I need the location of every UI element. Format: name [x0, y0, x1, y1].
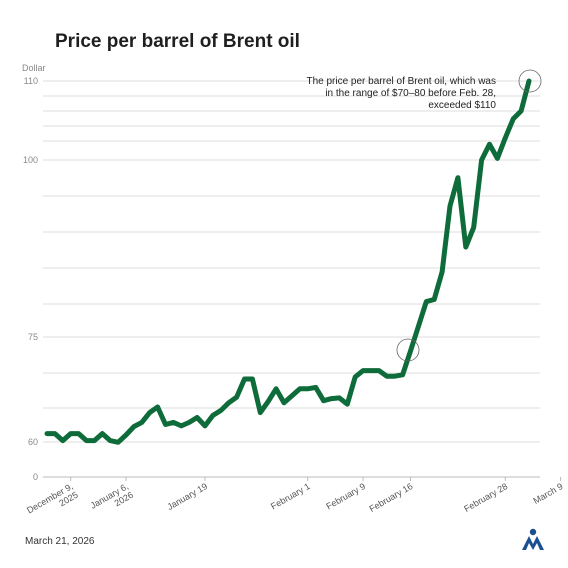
y-axis-ticks: 0 60 75 100 110 — [23, 76, 38, 482]
x-tick-label: February 9 — [324, 481, 367, 511]
chart-annotation: The price per barrel of Brent oil, which… — [306, 76, 496, 111]
highlight-circle — [396, 338, 420, 362]
x-tick-label: February 1 — [269, 481, 312, 511]
chart-title: Price per barrel of Brent oil — [55, 31, 300, 52]
x-tick-label: December 9,2025 — [25, 481, 80, 524]
x-tick-label: January 19 — [165, 481, 209, 512]
y-axis-unit-label: Dollar — [22, 63, 46, 73]
x-tick-label: March 9 — [531, 481, 564, 506]
y-tick-label: 100 — [23, 155, 38, 165]
brent-price-line — [44, 78, 532, 445]
y-tick-label: 0 — [33, 472, 38, 482]
x-tick-label: February 28 — [462, 481, 509, 514]
x-tick-label: February 16 — [367, 481, 414, 514]
x-tick-label: January 6,2026 — [89, 481, 135, 519]
series-layer — [44, 78, 532, 445]
x-axis-ticks: December 9,2025 January 6,2026 January 19 F… — [25, 477, 565, 524]
aa-logo-icon — [522, 528, 544, 550]
y-tick-label: 75 — [28, 332, 38, 342]
highlight-circle — [518, 69, 542, 93]
date-stamp: March 21, 2026 — [25, 536, 95, 547]
grid-lines — [43, 80, 540, 478]
highlight-layer — [396, 69, 542, 362]
y-tick-label: 110 — [24, 76, 38, 86]
y-tick-label: 60 — [28, 437, 38, 447]
